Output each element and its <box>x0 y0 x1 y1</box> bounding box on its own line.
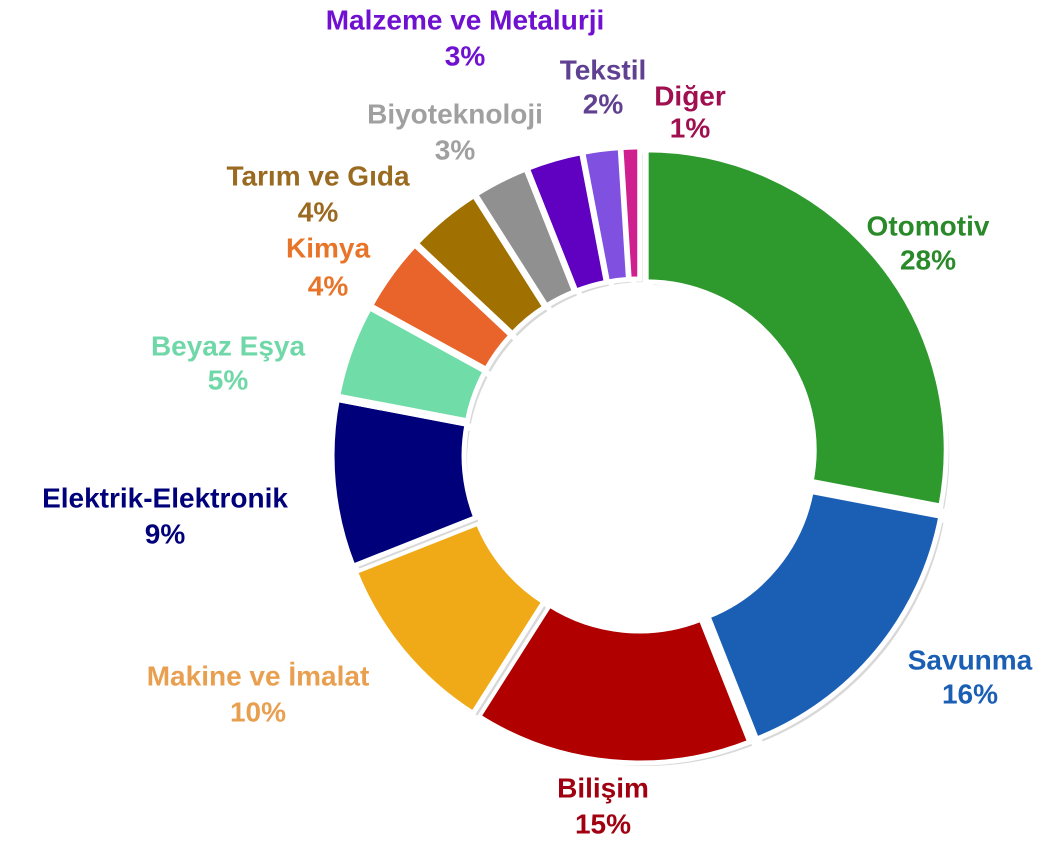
slice <box>475 601 753 766</box>
slice <box>329 396 480 570</box>
slice-value: 4% <box>308 270 349 301</box>
slice-label: Elektrik-Elektronik <box>42 482 288 513</box>
slice-label: Diğer <box>654 80 726 111</box>
slice <box>351 518 548 717</box>
slice <box>704 488 944 743</box>
slice-value: 3% <box>435 134 476 165</box>
slice-value: 2% <box>583 88 624 119</box>
slice-value: 1% <box>670 112 711 143</box>
slice-label: Beyaz Eşya <box>151 330 306 361</box>
slice-label: Bilişim <box>557 772 649 803</box>
slice-value: 5% <box>208 364 249 395</box>
slice-value: 15% <box>575 808 631 839</box>
slice-value: 16% <box>942 678 998 709</box>
slice <box>618 144 643 282</box>
slice-value: 3% <box>445 40 486 71</box>
slice-label: Tekstil <box>560 54 647 85</box>
slice-label: Makine ve İmalat <box>147 660 370 691</box>
slice-label: Savunma <box>908 644 1033 675</box>
slice-label: Biyoteknoloji <box>367 98 543 129</box>
slice-value: 9% <box>145 518 186 549</box>
slice <box>643 147 949 510</box>
slice-value: 4% <box>298 196 339 227</box>
slice-value: 28% <box>900 244 956 275</box>
slice-label: Tarım ve Gıda <box>226 160 410 191</box>
slice-label: Otomotiv <box>867 210 990 241</box>
slice-label: Malzeme ve Metalurji <box>326 4 605 35</box>
slice-value: 10% <box>230 696 286 727</box>
slice-label: Kimya <box>286 232 370 263</box>
